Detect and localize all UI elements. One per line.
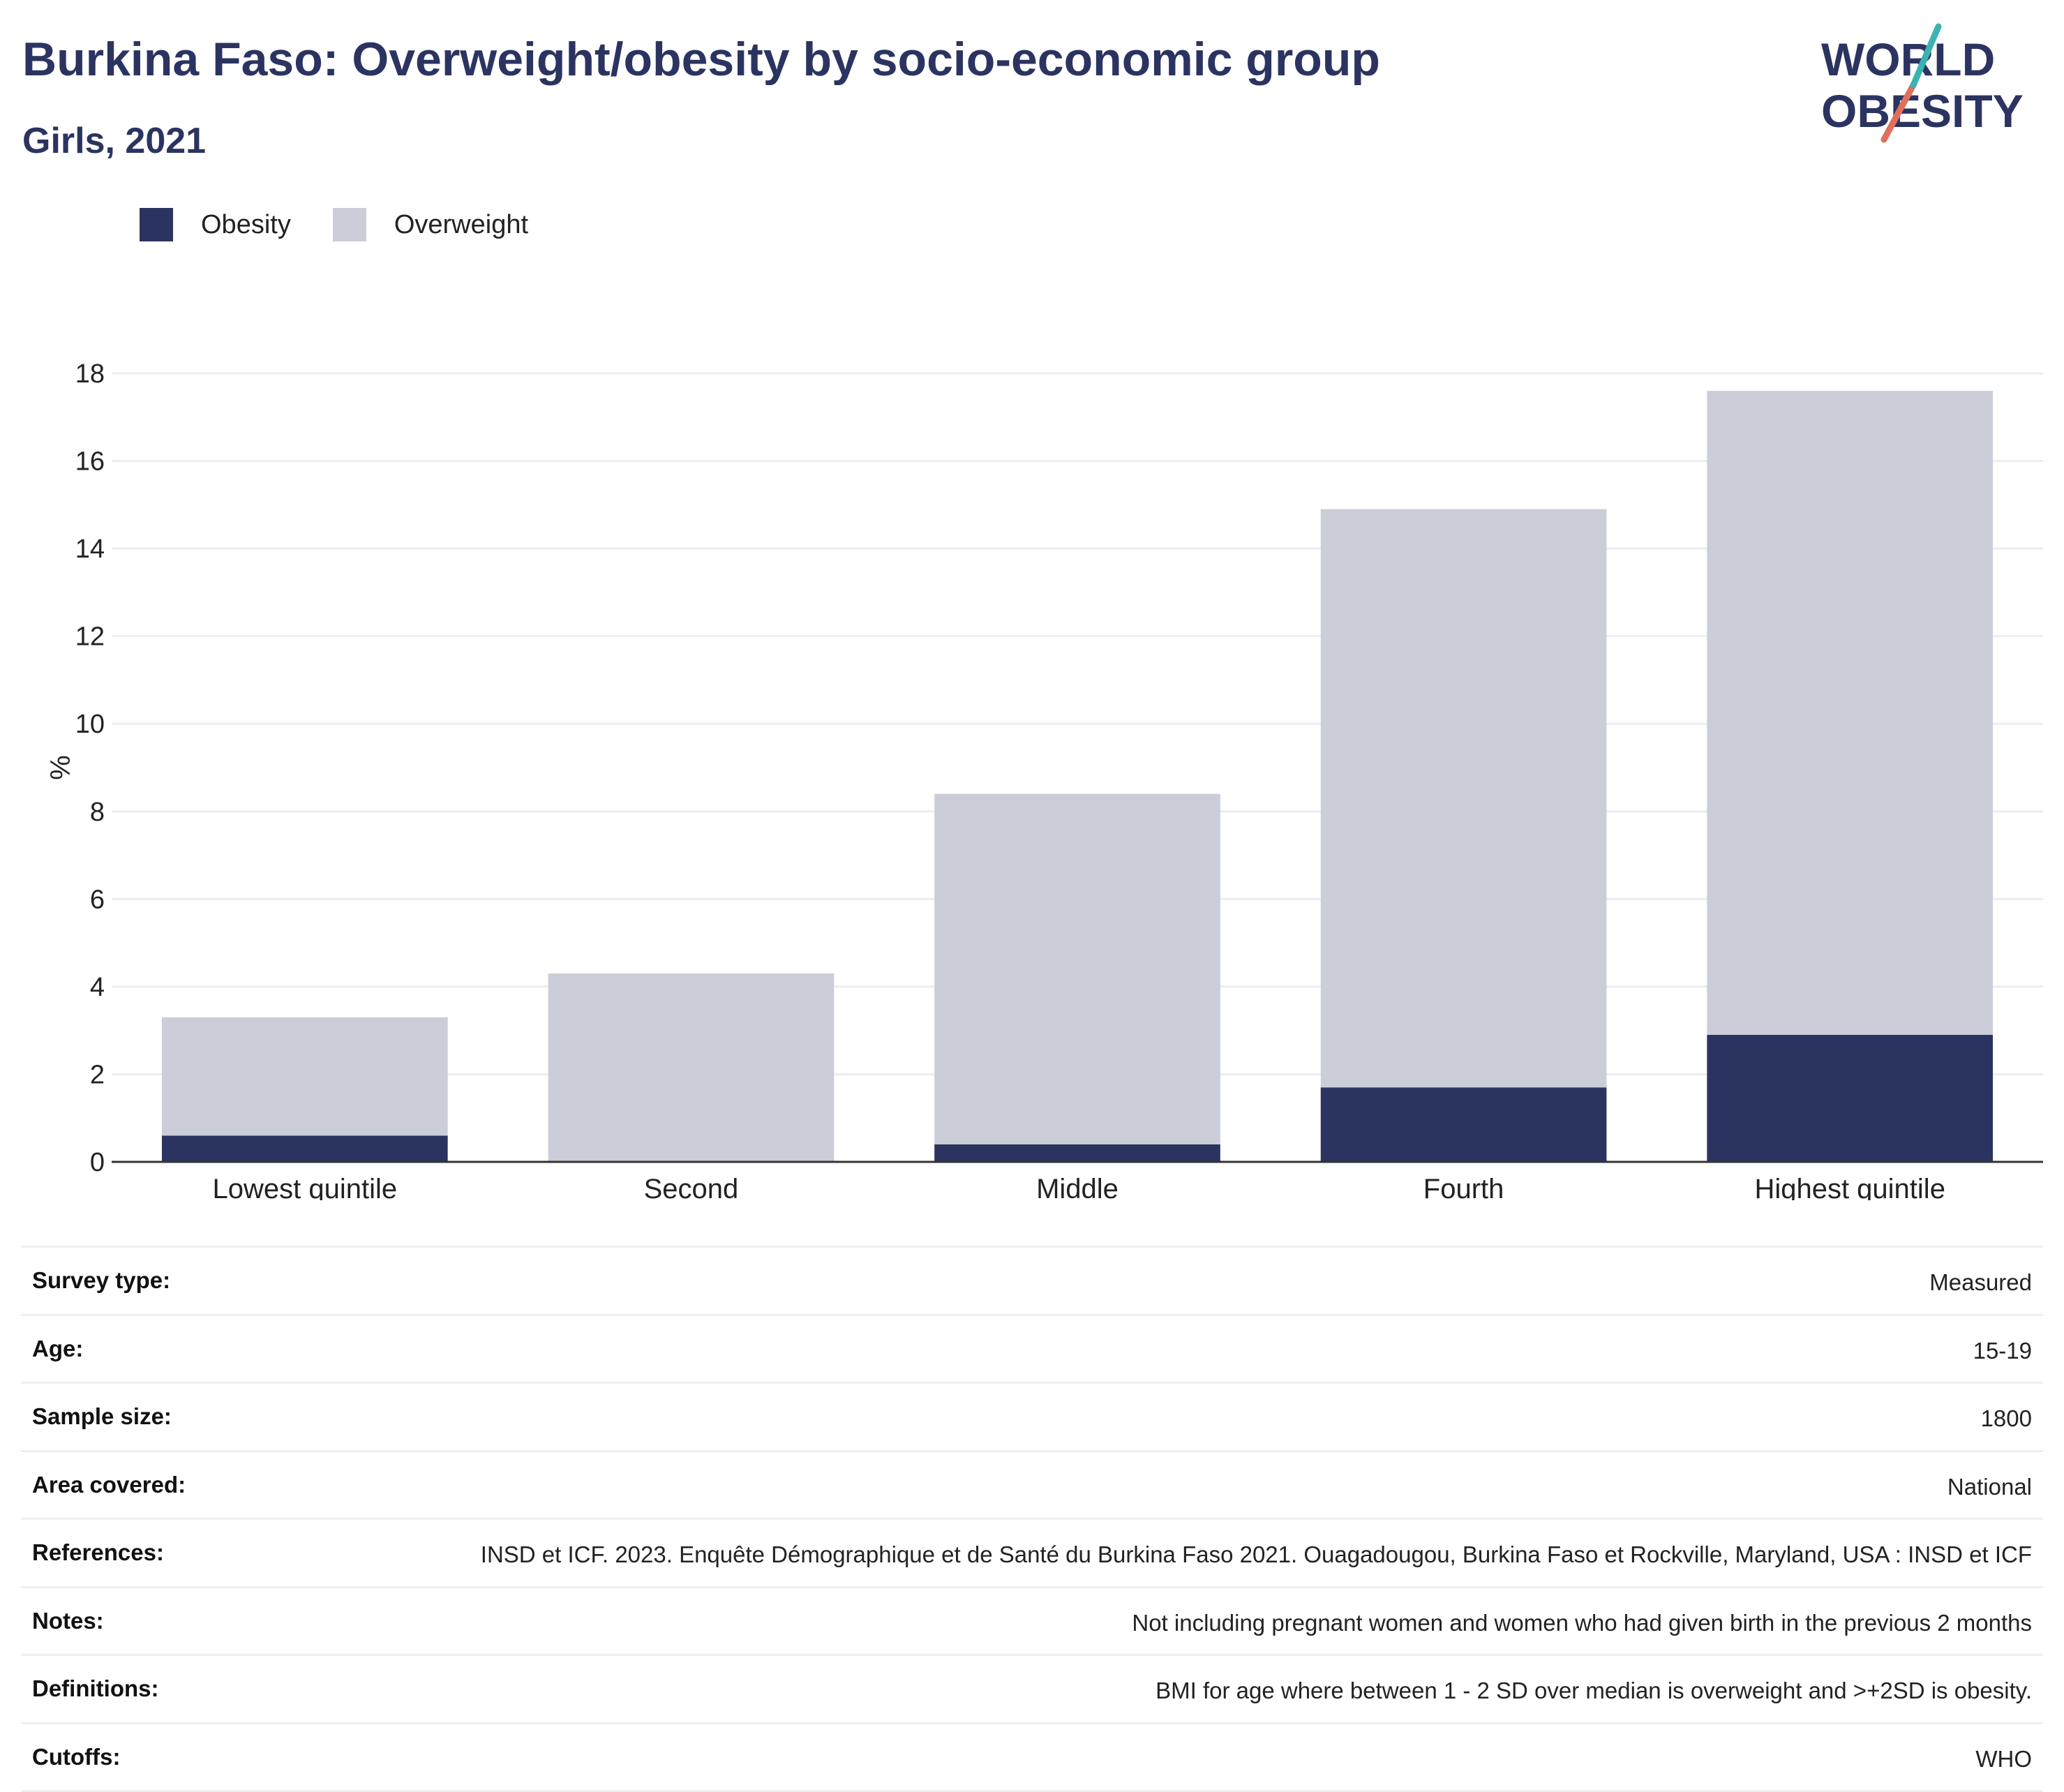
meta-label: Sample size:	[32, 1403, 172, 1430]
bar-obesity-5	[1707, 1034, 1994, 1162]
meta-value: 1800	[1980, 1405, 2032, 1432]
y-tick-label: 0	[90, 1148, 105, 1177]
y-tick-label: 18	[75, 359, 105, 389]
y-tick-label: 8	[90, 798, 105, 827]
meta-row: Notes: Not including pregnant women and w…	[21, 1585, 2043, 1655]
meta-label: Area covered:	[32, 1471, 186, 1498]
meta-label: References:	[32, 1539, 164, 1566]
bar-overweight-3	[934, 793, 1220, 1144]
y-axis-label: %	[44, 755, 75, 780]
chart-subtitle: Girls, 2021	[22, 121, 207, 161]
legend-swatch-overweight	[332, 208, 366, 241]
y-tick-label: 14	[75, 535, 105, 564]
bar-overweight-2	[548, 973, 835, 1162]
bar-chart: 0 2 4 6 8 10 12 14 16 18% Lowest quintile Second Mid…	[44, 359, 2043, 1200]
metadata-table: Survey type: Measured Age: 15-19 Sample size…	[21, 1246, 2043, 1792]
y-tick-label: 12	[75, 622, 105, 652]
meta-label: Cutoffs:	[32, 1743, 121, 1770]
y-tick-label: 2	[90, 1060, 105, 1089]
legend-item-overweight[interactable]: Overweight	[332, 208, 529, 241]
meta-value: INSD et ICF. 2023. Enquête Démographique…	[480, 1541, 2032, 1568]
y-tick-label: 16	[75, 447, 105, 477]
legend-label-overweight: Overweight	[394, 209, 529, 239]
bar-overweight-1	[161, 1017, 448, 1136]
y-tick-label: 10	[75, 710, 105, 739]
bar-obesity-3	[934, 1144, 1220, 1162]
meta-value: National	[1947, 1473, 2032, 1500]
bar-obesity-4	[1320, 1087, 1607, 1162]
legend-swatch-obesity	[140, 208, 173, 241]
meta-label: Survey type:	[32, 1267, 171, 1293]
bar-obesity-1	[161, 1135, 448, 1162]
bar-overweight-4	[1320, 509, 1607, 1088]
meta-label: Age:	[32, 1335, 84, 1361]
meta-value: WHO	[1975, 1745, 2032, 1772]
meta-label: Notes:	[32, 1607, 104, 1634]
meta-row: Area covered: National	[21, 1449, 2043, 1518]
y-tick-label: 4	[90, 973, 105, 1002]
meta-row: Definitions: BMI for age where between 1 …	[21, 1654, 2043, 1722]
meta-row: Age: 15-19	[21, 1313, 2043, 1382]
meta-value: Measured	[1929, 1269, 2032, 1295]
world-obesity-logo: WORLD OBESITY	[1821, 23, 2024, 143]
x-tick-label: Lowest quintile	[212, 1174, 397, 1200]
meta-label: Definitions:	[32, 1675, 159, 1702]
y-tick-label: 6	[90, 885, 105, 914]
logo-text-obesity: OBESITY	[1821, 85, 2024, 137]
meta-row: Cutoffs: WHO	[21, 1722, 2043, 1792]
meta-row: References: INSD et ICF. 2023. Enquête Dé…	[21, 1518, 2043, 1586]
meta-value: BMI for age where between 1 - 2 SD over …	[1156, 1678, 2032, 1704]
meta-row: Sample size: 1800	[21, 1382, 2043, 1450]
legend-label-obesity: Obesity	[201, 209, 291, 239]
chart-title: Burkina Faso: Overweight/obesity by soci…	[22, 33, 1380, 86]
x-tick-label: Middle	[1036, 1174, 1119, 1200]
x-tick-label: Highest quintile	[1754, 1174, 1945, 1200]
meta-value: Not including pregnant women and women w…	[1132, 1609, 2032, 1636]
legend: Obesity Overweight	[140, 208, 570, 241]
bar-overweight-5	[1707, 391, 1994, 1035]
x-tick-label: Fourth	[1423, 1174, 1504, 1200]
x-tick-label: Second	[644, 1174, 739, 1200]
meta-value: 15-19	[1973, 1337, 2032, 1364]
meta-row: Survey type: Measured	[21, 1246, 2043, 1314]
logo-text-world: WORLD	[1821, 33, 1995, 85]
legend-item-obesity[interactable]: Obesity	[140, 208, 291, 241]
